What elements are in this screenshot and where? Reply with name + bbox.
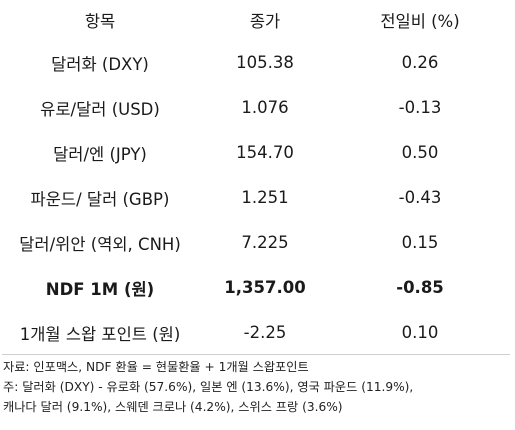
row-change: 0.50 xyxy=(401,143,439,162)
table-notes: 자료: 인포맥스, NDF 환율 = 현물환율 + 1개월 스왑포인트 주: 달… xyxy=(3,357,513,417)
footnote-line-1: 주: 달러화 (DXY) - 유로화 (57.6%), 일본 엔 (13.6%)… xyxy=(3,380,414,394)
row-close: -2.25 xyxy=(243,323,287,342)
row-close: 1,357.00 xyxy=(224,278,306,297)
header-change: 전일비 (%) xyxy=(380,12,460,31)
row-item-ndf: NDF 1M (원) xyxy=(45,279,155,299)
row-close: 105.38 xyxy=(236,53,294,72)
header-item: 항목 xyxy=(84,12,116,31)
table-row: 달러/엔 (JPY) 154.70 0.50 xyxy=(0,130,515,175)
row-item-eurusd: 유로/달러 (USD) xyxy=(40,99,160,119)
row-change: 0.26 xyxy=(401,53,439,72)
row-change: -0.85 xyxy=(396,278,444,297)
row-close: 1.251 xyxy=(241,188,289,207)
row-close: 154.70 xyxy=(236,143,294,162)
row-item-swap: 1개월 스왑 포인트 (원) xyxy=(19,324,181,344)
fx-rate-table: 항목 종가 전일비 (%) 달러화 (DXY) 105.38 0.26 유로/달… xyxy=(0,0,515,355)
row-close: 1.076 xyxy=(241,98,289,117)
row-item-dxy: 달러화 (DXY) xyxy=(51,54,149,74)
header-close: 종가 xyxy=(249,12,281,31)
row-change: -0.43 xyxy=(398,188,442,207)
source-note: 자료: 인포맥스, NDF 환율 = 현물환율 + 1개월 스왑포인트 xyxy=(3,360,309,374)
footnote-line-2: 캐나다 달러 (9.1%), 스웨덴 크로나 (4.2%), 스위스 프랑 (3… xyxy=(3,400,343,414)
table-row: 유로/달러 (USD) 1.076 -0.13 xyxy=(0,85,515,130)
row-change: -0.13 xyxy=(398,98,442,117)
table-row: NDF 1M (원) 1,357.00 -0.85 xyxy=(0,265,515,310)
table-divider xyxy=(2,354,510,355)
row-item-usdcnh: 달러/위안 (역외, CNH) xyxy=(19,234,181,254)
table-row: 1개월 스왑 포인트 (원) -2.25 0.10 xyxy=(0,310,515,355)
table-header-row: 항목 종가 전일비 (%) xyxy=(0,0,515,40)
row-change: 0.10 xyxy=(401,323,439,342)
row-close: 7.225 xyxy=(241,233,289,252)
row-change: 0.15 xyxy=(401,233,439,252)
row-item-usdjpy: 달러/엔 (JPY) xyxy=(53,144,147,164)
table-row: 파운드/ 달러 (GBP) 1.251 -0.43 xyxy=(0,175,515,220)
row-item-gbpusd: 파운드/ 달러 (GBP) xyxy=(30,189,170,209)
table-row: 달러/위안 (역외, CNH) 7.225 0.15 xyxy=(0,220,515,265)
table-row: 달러화 (DXY) 105.38 0.26 xyxy=(0,40,515,85)
